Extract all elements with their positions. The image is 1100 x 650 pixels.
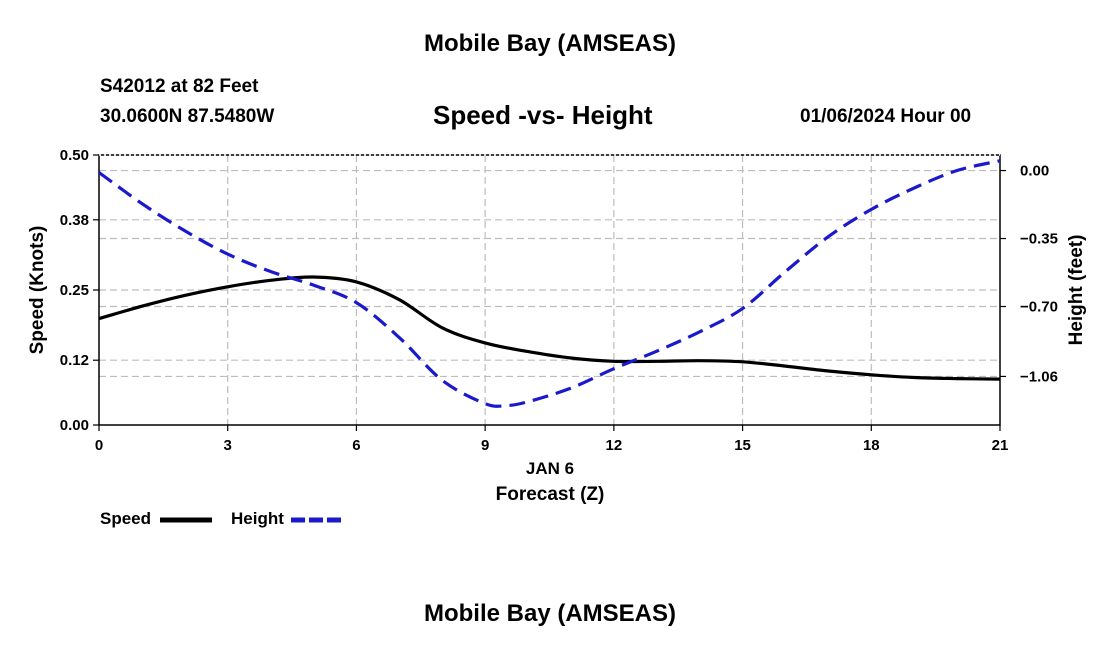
x-axis-title: Forecast (Z) xyxy=(496,484,605,505)
legend-height-label: Height xyxy=(231,509,284,528)
x-tick-label: 12 xyxy=(606,437,623,454)
x-tick-label: 18 xyxy=(863,437,880,454)
y-tick-label: 0.50 xyxy=(60,147,89,164)
y-tick-label: 0.12 xyxy=(60,352,89,369)
x-tick-label: 6 xyxy=(352,437,360,454)
x-axis-date-label: JAN 6 xyxy=(526,459,574,478)
x-tick-label: 15 xyxy=(734,437,751,454)
y2-axis-title: Height (feet) xyxy=(1066,235,1087,346)
forecast-date: 01/06/2024 Hour 00 xyxy=(800,106,972,127)
height-series-line xyxy=(98,159,1001,408)
speed-series-line xyxy=(98,275,1001,381)
y2-tick-label: −0.70 xyxy=(1020,299,1058,316)
y-tick-label: 0.00 xyxy=(60,417,89,434)
footer-chart-title: Mobile Bay (AMSEAS) xyxy=(423,600,677,627)
axis-labels: JAN 6 Forecast (Z) Speed (Knots) Height … xyxy=(27,226,1087,505)
x-tick-label: 0 xyxy=(95,437,103,454)
x-tick-label: 3 xyxy=(224,437,232,454)
y2-tick-label: −0.35 xyxy=(1020,231,1058,248)
legend-speed-label: Speed xyxy=(100,509,152,528)
axis-ticks: 0 3 6 9 12 15 18 21 0.00 0.12 0.25 0.38 0.50 0.00 −0.3… xyxy=(60,147,1058,454)
station-label: S42012 at 82 Feet xyxy=(100,76,259,97)
y-tick-label: 0.38 xyxy=(60,212,89,229)
station-coordinates: 30.0600N 87.5480W xyxy=(100,106,275,127)
chart-series xyxy=(98,159,1001,408)
y-tick-label: 0.25 xyxy=(60,282,89,299)
chart-main-title: Mobile Bay (AMSEAS) xyxy=(423,30,677,57)
y-axis-title: Speed (Knots) xyxy=(27,226,48,355)
x-tick-label: 21 xyxy=(992,437,1009,454)
y2-tick-label: 0.00 xyxy=(1020,163,1049,180)
y2-tick-label: −1.06 xyxy=(1020,368,1058,385)
chart-gridlines xyxy=(99,155,1000,425)
x-tick-label: 9 xyxy=(481,437,489,454)
chart-subtitle: Speed -vs- Height xyxy=(433,100,653,130)
